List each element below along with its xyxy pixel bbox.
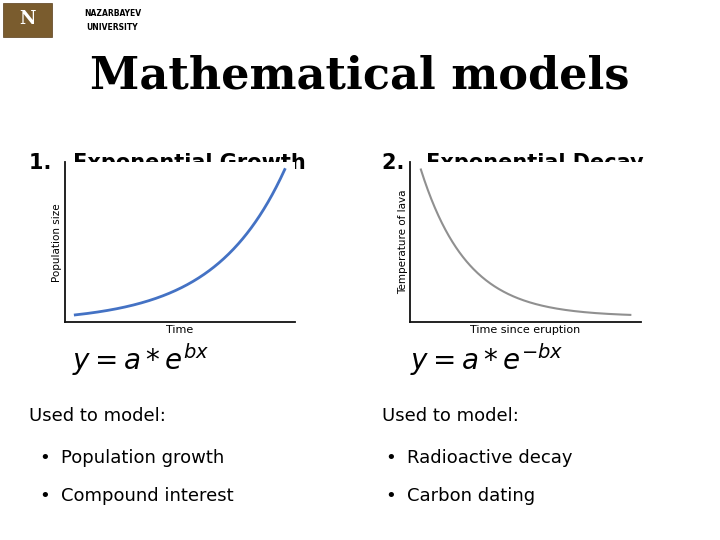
Text: Carbon dating: Carbon dating [407,487,535,505]
Text: Foundation Year Program: Foundation Year Program [513,13,713,27]
X-axis label: Time since eruption: Time since eruption [470,325,581,335]
Text: 1.   Exponential Growth: 1. Exponential Growth [29,153,305,173]
Text: $y = a * e^{-bx}$: $y = a * e^{-bx}$ [410,341,564,377]
Text: •: • [40,449,50,467]
Text: •: • [385,449,396,467]
Text: Population growth: Population growth [61,449,225,467]
Text: Used to model:: Used to model: [382,407,518,425]
Text: Used to model:: Used to model: [29,407,166,425]
Text: UNIVERSITY: UNIVERSITY [86,23,138,32]
Y-axis label: Temperature of lava: Temperature of lava [397,190,408,294]
X-axis label: Time: Time [166,325,194,335]
Bar [4,3,52,37]
Text: Compound interest: Compound interest [61,487,234,505]
Text: N: N [19,10,36,28]
Text: •: • [40,487,50,505]
Text: Mathematical models: Mathematical models [90,54,630,97]
Text: •: • [385,487,396,505]
Text: $y = a * e^{bx}$: $y = a * e^{bx}$ [72,341,210,377]
Text: NAZARBAYEV: NAZARBAYEV [84,10,141,18]
Text: 2019-2020: 2019-2020 [607,518,698,532]
Text: Radioactive decay: Radioactive decay [407,449,572,467]
Y-axis label: Population size: Population size [52,203,62,281]
Text: 2.   Exponential Decay: 2. Exponential Decay [382,153,643,173]
